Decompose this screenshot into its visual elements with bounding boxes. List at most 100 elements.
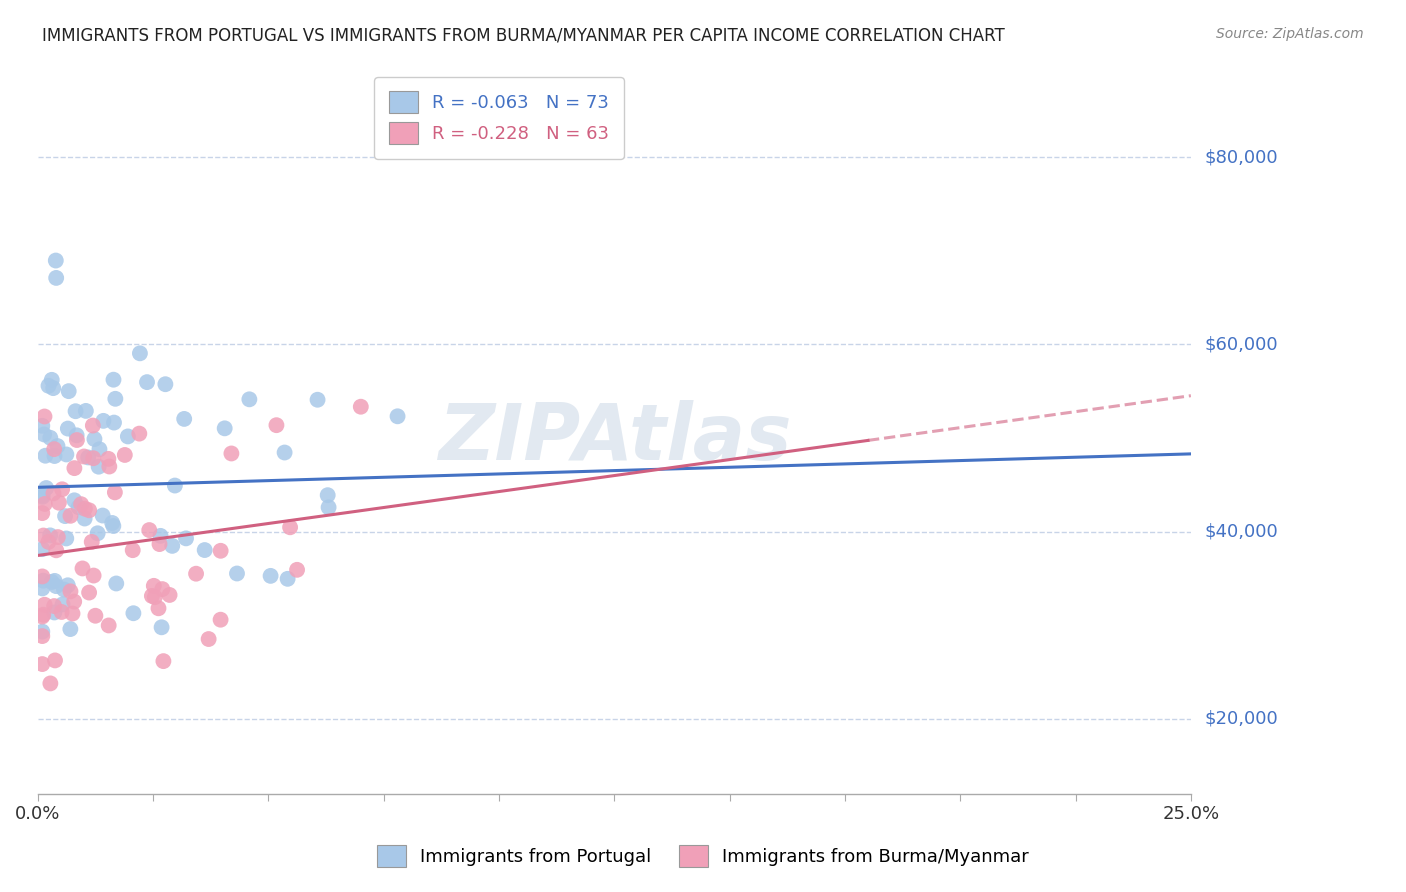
Point	[148, 601, 170, 615]
Point	[98, 459, 121, 474]
Point	[152, 654, 174, 668]
Point	[48, 496, 70, 510]
Point	[128, 426, 150, 441]
Point	[37, 378, 59, 392]
Point	[39, 528, 62, 542]
Point	[44, 449, 66, 463]
Point	[39, 676, 62, 690]
Point	[34, 497, 56, 511]
Point	[197, 632, 219, 646]
Point	[104, 485, 127, 500]
Point	[31, 569, 53, 583]
Point	[73, 450, 96, 464]
Point	[44, 442, 66, 457]
Point	[66, 428, 89, 442]
Point	[89, 442, 111, 457]
Legend: Immigrants from Portugal, Immigrants from Burma/Myanmar: Immigrants from Portugal, Immigrants fro…	[370, 838, 1036, 874]
Text: $20,000: $20,000	[1205, 710, 1278, 728]
Point	[34, 449, 56, 463]
Text: $60,000: $60,000	[1205, 335, 1278, 353]
Point	[31, 488, 53, 502]
Point	[70, 497, 93, 511]
Point	[77, 585, 100, 599]
Point	[34, 409, 56, 424]
Point	[238, 392, 260, 407]
Point	[63, 594, 86, 608]
Point	[32, 427, 55, 442]
Point	[159, 588, 181, 602]
Point	[77, 450, 100, 465]
Point	[387, 409, 409, 424]
Point	[148, 537, 170, 551]
Point	[32, 574, 55, 588]
Point	[53, 509, 76, 524]
Point	[32, 607, 55, 622]
Point	[51, 483, 73, 497]
Text: $80,000: $80,000	[1205, 148, 1278, 166]
Point	[103, 519, 125, 533]
Point	[46, 439, 69, 453]
Point	[155, 377, 177, 392]
Point	[34, 598, 56, 612]
Point	[259, 569, 281, 583]
Point	[31, 490, 53, 504]
Point	[42, 486, 65, 500]
Point	[39, 431, 62, 445]
Point	[58, 384, 80, 398]
Point	[350, 400, 373, 414]
Point	[31, 624, 53, 639]
Point	[31, 629, 53, 643]
Point	[75, 404, 97, 418]
Point	[150, 582, 173, 596]
Point	[103, 416, 125, 430]
Point	[65, 404, 87, 418]
Point	[184, 566, 207, 581]
Point	[307, 392, 329, 407]
Point	[163, 478, 186, 492]
Point	[45, 271, 67, 285]
Point	[104, 392, 127, 406]
Point	[273, 445, 295, 459]
Point	[72, 561, 94, 575]
Point	[214, 421, 236, 435]
Point	[37, 535, 59, 549]
Point	[51, 598, 73, 612]
Point	[44, 606, 66, 620]
Point	[51, 605, 73, 619]
Point	[46, 530, 69, 544]
Point	[66, 433, 89, 447]
Point	[32, 528, 55, 542]
Point	[86, 526, 108, 541]
Text: IMMIGRANTS FROM PORTUGAL VS IMMIGRANTS FROM BURMA/MYANMAR PER CAPITA INCOME CORR: IMMIGRANTS FROM PORTUGAL VS IMMIGRANTS F…	[42, 27, 1005, 45]
Point	[62, 607, 84, 621]
Point	[59, 622, 82, 636]
Point	[41, 574, 63, 589]
Point	[122, 606, 145, 620]
Point	[117, 429, 139, 443]
Point	[73, 511, 96, 525]
Point	[121, 543, 143, 558]
Point	[31, 657, 53, 671]
Point	[91, 508, 114, 523]
Point	[59, 508, 82, 523]
Point	[82, 451, 104, 466]
Point	[142, 579, 165, 593]
Point	[114, 448, 136, 462]
Point	[93, 414, 115, 428]
Point	[316, 488, 339, 502]
Text: Source: ZipAtlas.com: Source: ZipAtlas.com	[1216, 27, 1364, 41]
Point	[226, 566, 249, 581]
Point	[44, 653, 66, 667]
Point	[63, 493, 86, 508]
Point	[194, 543, 217, 558]
Point	[41, 373, 63, 387]
Point	[55, 447, 77, 461]
Point	[31, 506, 53, 520]
Point	[141, 589, 163, 603]
Point	[31, 542, 53, 557]
Point	[173, 412, 195, 426]
Point	[97, 618, 120, 632]
Point	[277, 572, 299, 586]
Point	[73, 501, 96, 516]
Point	[149, 529, 172, 543]
